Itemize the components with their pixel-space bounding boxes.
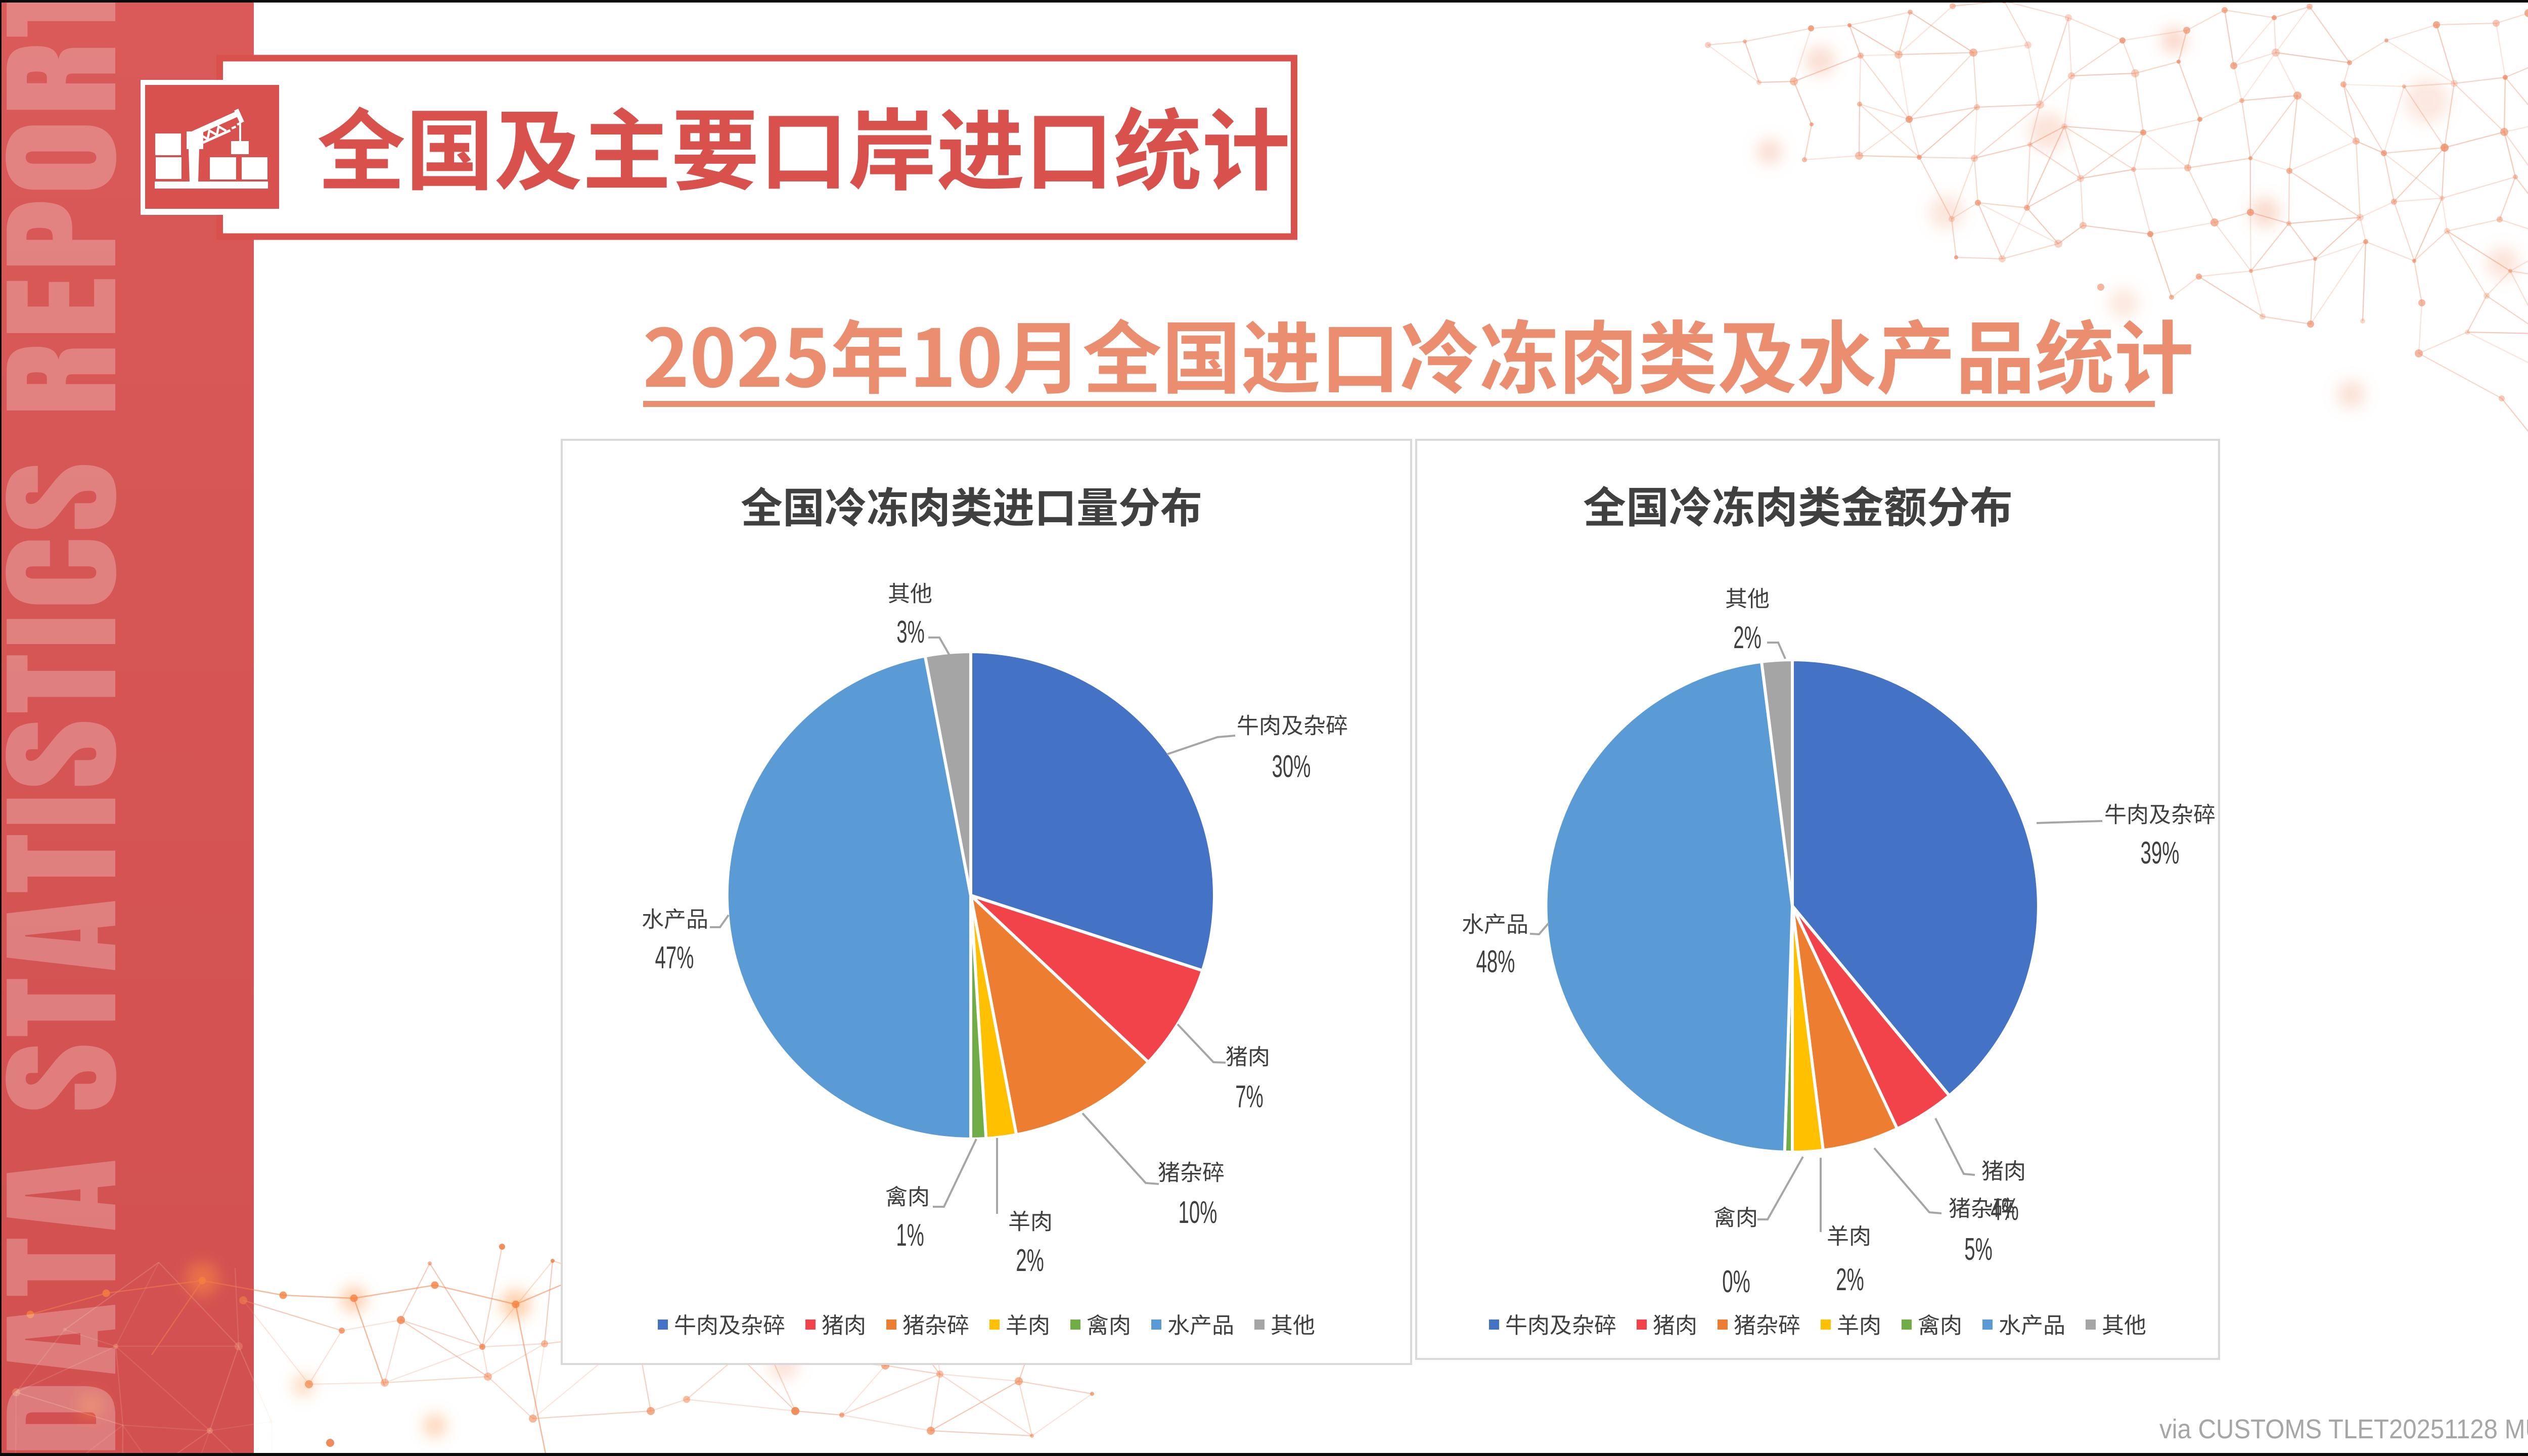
svg-text:1%: 1% [896, 1217, 924, 1253]
svg-text:47%: 47% [655, 940, 694, 975]
svg-text:5%: 5% [1964, 1232, 1993, 1267]
svg-text:via CUSTOMS TLET20251128 MU: via CUSTOMS TLET20251128 MU [2159, 1414, 2528, 1444]
svg-text:2%: 2% [1733, 620, 1762, 655]
svg-text:2%: 2% [1836, 1262, 1864, 1297]
svg-text:3%: 3% [896, 614, 925, 650]
svg-text:39%: 39% [2141, 835, 2180, 871]
svg-text:0%: 0% [1722, 1264, 1750, 1299]
svg-text:2%: 2% [1016, 1243, 1044, 1278]
svg-text:10%: 10% [1179, 1195, 1217, 1230]
svg-text:48%: 48% [1476, 944, 1515, 979]
svg-text:30%: 30% [1272, 749, 1311, 784]
svg-text:7%: 7% [1235, 1079, 1263, 1114]
